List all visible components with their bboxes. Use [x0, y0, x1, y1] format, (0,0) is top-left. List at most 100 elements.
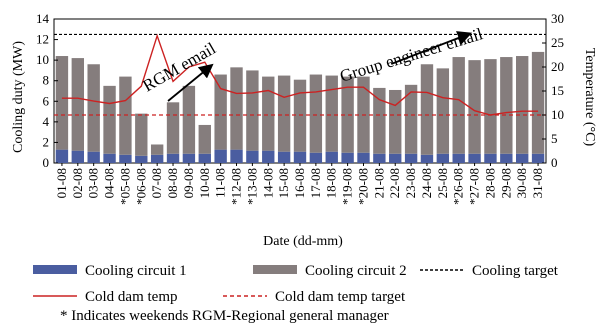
bar-circuit-2: [71, 58, 84, 151]
bar-circuit-2: [325, 75, 338, 152]
y-tick-label: 10: [36, 52, 49, 67]
group-engineer-email-arrow: [390, 31, 473, 65]
bar-circuit-1: [119, 154, 132, 163]
bar-circuit-2: [404, 84, 418, 154]
bar-circuit-1: [341, 152, 354, 163]
bar-circuit-1: [182, 153, 196, 163]
bar-circuit-2: [500, 57, 513, 154]
bar-circuit-2: [214, 74, 227, 150]
bar-circuit-1: [389, 153, 402, 163]
x-tick-label: 18-08: [324, 168, 339, 198]
x-tick-label: 23-08: [403, 168, 418, 198]
bar-circuit-1: [404, 153, 418, 163]
x-axis-title: Date (dd-mm): [263, 234, 343, 249]
x-tick-label: 25-08: [435, 168, 450, 198]
bar-circuit-2: [135, 113, 148, 156]
bar-circuit-1: [277, 151, 291, 163]
bar-circuit-1: [436, 153, 450, 163]
bar-circuit-1: [214, 149, 227, 163]
bar-circuit-2: [198, 124, 211, 154]
bar-circuit-2: [484, 59, 497, 154]
bar-circuit-2: [277, 75, 291, 152]
y2-tick-label: 20: [551, 59, 564, 74]
bar-circuit-1: [373, 153, 386, 163]
x-tick-label: 17-08: [308, 168, 323, 198]
bar-circuit-2: [262, 76, 275, 151]
bar-circuit-2: [230, 67, 243, 150]
x-tick-label: 31-08: [530, 168, 545, 198]
bar-circuit-2: [55, 56, 69, 150]
x-tick-label: *13-08: [244, 168, 259, 205]
rgm-email-arrow: [167, 63, 214, 102]
bar-circuit-1: [262, 150, 275, 163]
x-tick-label: 22-08: [387, 168, 402, 198]
bar-circuit-2: [166, 102, 180, 154]
bar-circuit-1: [198, 153, 211, 163]
x-tick-label: 11-08: [213, 168, 228, 198]
y-tick-label: 14: [36, 11, 50, 26]
bar-circuit-2: [246, 70, 259, 151]
bar-circuit-2: [87, 64, 100, 152]
x-tick-label: 15-08: [276, 168, 291, 198]
y-tick-label: 6: [43, 93, 50, 108]
x-tick-label: *05-08: [117, 168, 132, 205]
x-tick-label: 21-08: [371, 168, 386, 198]
x-tick-label: 04-08: [102, 168, 117, 198]
bar-circuit-2: [119, 76, 132, 155]
y-axis-title: Cooling duty (MW): [11, 41, 26, 153]
bar-circuit-1: [325, 151, 338, 163]
y2-tick-label: 10: [551, 107, 564, 122]
x-tick-label: *20-08: [355, 168, 370, 205]
x-tick-label: 16-08: [292, 168, 307, 198]
bar-circuit-1: [420, 154, 434, 163]
axes-layer: 0 2 4 6 8 10 12 14 0 5 10 15 20 25 30 01-08 02-08 03-08 04…: [36, 11, 564, 205]
bar-circuit-2: [293, 79, 307, 152]
bar-circuit-1: [293, 151, 307, 163]
y-tick-label: 8: [43, 73, 50, 88]
bar-circuit-1: [166, 153, 180, 163]
bar-circuit-2: [531, 51, 545, 154]
y2-tick-label: 25: [551, 35, 564, 50]
bar-circuit-2: [150, 144, 164, 155]
bar-circuit-1: [309, 152, 323, 163]
bar-circuit-1: [246, 150, 259, 163]
x-tick-label: 30-08: [514, 168, 529, 198]
bar-circuit-1: [500, 153, 513, 163]
legend-label-0: Cooling circuit 1: [85, 263, 187, 279]
bar-circuit-1: [150, 154, 164, 163]
x-tick-label: *06-08: [133, 168, 148, 205]
legend: Cooling circuit 1 Cooling circuit 2 Coolin…: [33, 263, 559, 305]
bar-circuit-1: [531, 153, 545, 163]
y2-tick-label: 15: [551, 83, 564, 98]
legend-label-2: Cooling target: [472, 263, 559, 279]
y2-tick-label: 30: [551, 11, 564, 26]
y-tick-label: 12: [36, 32, 49, 47]
x-tick-label: 24-08: [419, 168, 434, 198]
legend-label-4: Cold dam temp target: [275, 289, 406, 305]
legend-label-1: Cooling circuit 2: [305, 263, 407, 279]
legend-swatch-1: [253, 265, 297, 274]
x-tick-label: *19-08: [340, 168, 355, 205]
footnote: * Indicates weekends RGM-Regional genera…: [60, 308, 389, 324]
bar-circuit-2: [373, 87, 386, 154]
bar-circuit-2: [309, 74, 323, 153]
y-tick-label: 4: [43, 114, 50, 129]
bar-circuit-2: [103, 85, 116, 154]
x-tick-label: 28-08: [482, 168, 497, 198]
bar-circuit-1: [452, 153, 465, 163]
y2-tick-label: 5: [551, 131, 558, 146]
bar-circuit-2: [516, 56, 529, 154]
x-tick-label: 08-08: [165, 168, 180, 198]
bar-circuit-1: [230, 149, 243, 163]
bar-circuit-2: [468, 60, 481, 154]
bar-circuit-1: [71, 150, 84, 163]
x-tick-label: 14-08: [260, 168, 275, 198]
x-tick-label: 03-08: [86, 168, 101, 198]
x-tick-label: 09-08: [181, 168, 196, 198]
bar-circuit-2: [452, 57, 465, 154]
legend-label-3: Cold dam temp: [85, 289, 178, 305]
y-tick-label: 0: [43, 155, 50, 170]
x-tick-label: *12-08: [229, 168, 244, 205]
x-tick-label: 10-08: [197, 168, 212, 198]
y2-tick-label: 0: [551, 155, 558, 170]
